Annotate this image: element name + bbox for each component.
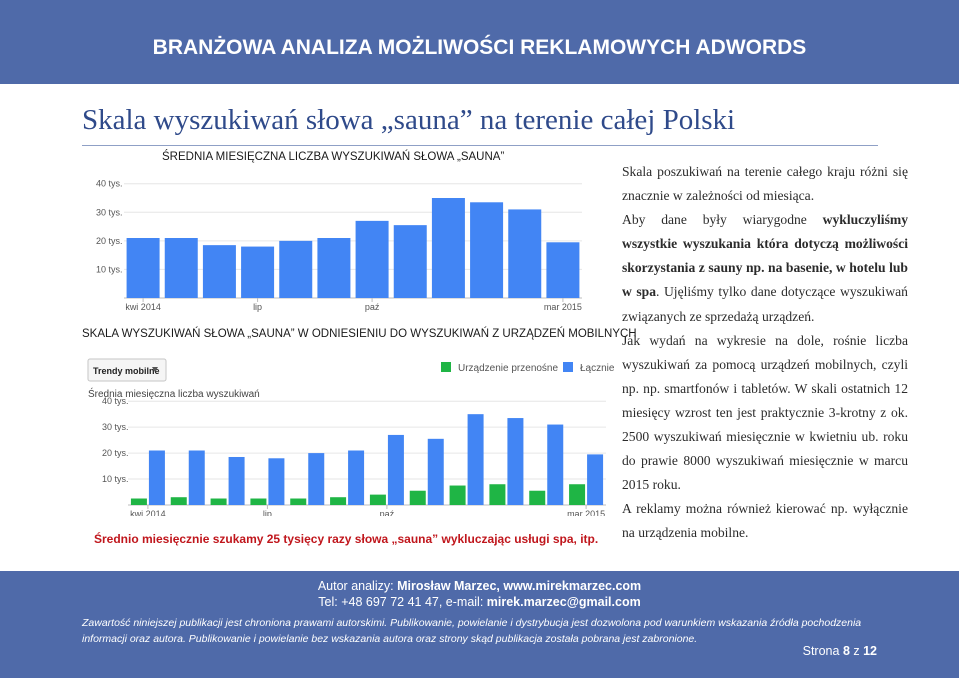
contact-line: Tel: +48 697 72 41 47, e-mail: mirek.mar…: [0, 594, 959, 610]
bar: [409, 490, 426, 505]
chart2-subtitle: Średnia miesięczna liczba wyszukiwań: [88, 387, 260, 400]
x-tick-label: lip: [263, 509, 272, 516]
legend-label: Łącznie: [580, 363, 614, 374]
bar: [228, 456, 245, 505]
x-tick-label: paź: [380, 509, 395, 516]
bar: [210, 498, 227, 505]
bar: [529, 490, 546, 505]
bar: [130, 498, 147, 505]
paragraph-4: A reklamy można również kierować np. wył…: [622, 501, 908, 541]
legend-swatch: [441, 362, 451, 372]
page-indicator: Strona 8 z 12: [803, 644, 877, 658]
bar: [317, 238, 351, 298]
page-total: 12: [863, 644, 877, 658]
page-label: Strona: [802, 644, 843, 658]
paragraph-2: Aby dane były wiarygodne wykluczyliśmy w…: [622, 208, 908, 328]
copyright-notice: Zawartość niniejszej publikacji jest chr…: [82, 617, 862, 645]
chart1-heading: ŚREDNIA MIESIĘCZNA LICZBA WYSZUKIWAŃ SŁO…: [162, 151, 505, 163]
title-divider: [82, 145, 878, 146]
y-tick-label: 10 tys.: [102, 474, 129, 484]
paragraph-2-bold: wykluczyliśmy wszystkie wyszukania która…: [622, 212, 908, 300]
bar: [126, 238, 160, 298]
bar: [202, 245, 236, 298]
legend-label: Urządzenie przenośne: [458, 363, 558, 374]
bar: [508, 209, 542, 298]
bar: [330, 497, 347, 505]
header-band: [0, 0, 959, 84]
author-label: Autor analizy:: [317, 579, 398, 593]
bar: [164, 238, 198, 298]
bar: [569, 484, 586, 505]
page-separator: z: [849, 644, 864, 658]
bar: [587, 454, 604, 505]
x-tick-label: kwi 2014: [125, 302, 161, 312]
legend-swatch: [563, 362, 573, 372]
x-tick-label: paź: [365, 302, 380, 312]
bar: [387, 434, 404, 505]
bar: [308, 453, 325, 505]
bar: [467, 414, 484, 505]
bar: [431, 198, 465, 298]
summary-note: Średnio miesięcznie szukamy 25 tysięcy r…: [94, 532, 599, 546]
bar: [170, 497, 187, 505]
mobile-search-chart: Trendy mobilne Średnia miesięczna liczba…: [86, 356, 614, 516]
footer-band: [0, 571, 959, 678]
x-tick-label: mar 2015: [544, 302, 582, 312]
paragraph-2-tail: . Ujęliśmy tylko dane dotyczące wyszukiw…: [622, 284, 908, 324]
paragraph-3: Jak wydań na wykresie na dole, rośnie li…: [622, 332, 908, 493]
chart2-heading: SKALA WYSZUKIWAŃ SŁOWA „SAUNA” W ODNIESI…: [82, 328, 637, 340]
bar: [470, 202, 504, 298]
bar: [279, 240, 313, 298]
bar: [348, 450, 365, 505]
y-tick-label: 40 tys.: [96, 179, 123, 189]
body-text: Skala poszukiwań na terenie całego kraju…: [622, 160, 908, 546]
bar: [250, 498, 267, 505]
paragraph-2-lead: Aby dane były wiarygodne: [622, 212, 823, 228]
x-tick-label: mar 2015: [567, 509, 605, 516]
x-tick-label: lip: [253, 302, 262, 312]
author-name: Mirosław Marzec, www.mirekmarzec.com: [397, 579, 642, 593]
page-title: Skala wyszukiwań słowa „sauna” na tereni…: [82, 104, 736, 136]
document-header-title: BRANŻOWA ANALIZA MOŻLIWOŚCI REKLAMOWYCH …: [152, 36, 807, 59]
page-current: 8: [842, 644, 850, 658]
author-block: Autor analizy: Mirosław Marzec, www.mire…: [0, 578, 959, 610]
y-tick-label: 30 tys.: [102, 422, 129, 432]
trend-dropdown-label: Trendy mobilne: [93, 366, 160, 376]
bar: [427, 438, 444, 505]
bar: [148, 450, 165, 505]
bar: [241, 246, 275, 298]
bar: [355, 220, 389, 298]
paragraph-1: Skala poszukiwań na terenie całego kraju…: [622, 164, 908, 204]
y-tick-label: 30 tys.: [96, 207, 123, 217]
bar: [290, 498, 307, 505]
email-link[interactable]: mirek.marzec@gmail.com: [486, 595, 641, 609]
y-tick-label: 20 tys.: [102, 448, 129, 458]
bar: [507, 418, 524, 505]
bar: [188, 450, 205, 505]
bar: [369, 494, 386, 505]
y-tick-label: 10 tys.: [96, 264, 123, 274]
y-tick-label: 20 tys.: [96, 236, 123, 246]
bar: [489, 484, 506, 505]
bar: [393, 225, 427, 298]
bar: [449, 485, 466, 505]
trend-dropdown[interactable]: Trendy mobilne: [87, 358, 167, 382]
phone-text: Tel: +48 697 72 41 47, e-mail:: [318, 595, 487, 609]
monthly-search-chart: 10 tys. 20 tys. 30 tys. 40 tys. kwi 2014 lip…: [88, 166, 582, 314]
bar: [268, 458, 285, 505]
bar: [546, 242, 580, 298]
chevron-down-icon: [152, 367, 158, 372]
x-tick-label: kwi 2014: [130, 509, 166, 516]
y-tick-label: 40 tys.: [102, 396, 129, 406]
bar: [547, 424, 564, 505]
